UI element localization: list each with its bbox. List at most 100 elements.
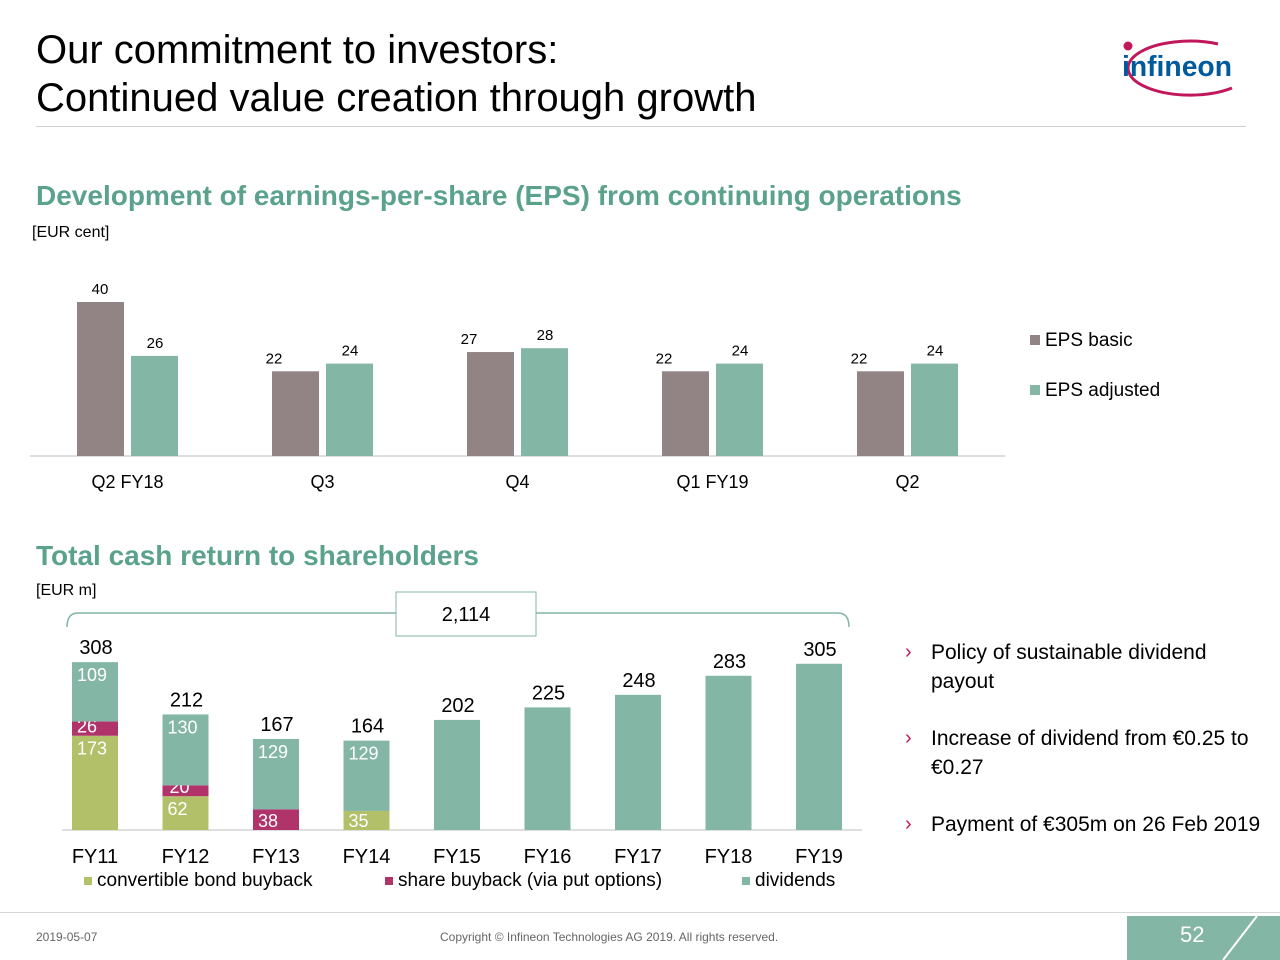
cash-category-label: FY17 xyxy=(614,846,662,868)
dividends-segment xyxy=(705,675,752,830)
eps-category-label: Q2 xyxy=(895,472,919,492)
title-divider xyxy=(36,126,1246,127)
bullet-list: › Policy of sustainable dividend payout ›… xyxy=(905,638,1265,867)
chevron-icon: › xyxy=(905,641,912,663)
cash-category-label: FY16 xyxy=(524,846,572,868)
convertible-segment xyxy=(162,796,209,830)
total-value-label: 305 xyxy=(803,639,836,661)
eps-adjusted-bar xyxy=(521,348,568,456)
legend-label: share buyback (via put options) xyxy=(398,870,662,891)
eps-adjusted-bar xyxy=(716,363,763,456)
segment-value-label: 26 xyxy=(77,717,97,737)
title-line-2: Continued value creation through growth xyxy=(36,76,757,120)
cash-category-label: FY14 xyxy=(343,846,391,868)
chevron-icon: › xyxy=(905,813,912,835)
legend-label: convertible bond buyback xyxy=(97,870,313,891)
cash-category-label: FY19 xyxy=(795,846,843,868)
eps-basic-bar xyxy=(77,302,124,456)
cash-category-label: FY12 xyxy=(162,846,210,868)
dividends-segment xyxy=(434,719,480,830)
footer-divider xyxy=(0,912,1280,913)
footer-copyright: Copyright © Infineon Technologies AG 201… xyxy=(440,930,779,944)
cash-category-label: FY15 xyxy=(433,846,481,868)
share-buyback-segment xyxy=(253,809,299,830)
bullet-text: Payment of €305m on 26 Feb 2019 xyxy=(931,813,1261,836)
share-buyback-segment xyxy=(72,721,118,736)
dividends-segment xyxy=(162,714,209,786)
eps-basic-bar xyxy=(857,371,904,456)
legend-label: EPS basic xyxy=(1045,330,1133,351)
eps-adjusted-bar xyxy=(326,363,373,456)
legend-swatch xyxy=(1030,335,1040,345)
dividends-segment xyxy=(253,738,299,810)
eps-adjusted-bar xyxy=(131,355,178,456)
page-number: 52 xyxy=(1180,922,1205,947)
eps-basic-bar xyxy=(272,371,319,456)
eps-basic-bar xyxy=(662,371,709,456)
dividends-segment xyxy=(343,740,390,811)
cash-category-label: FY13 xyxy=(252,846,300,868)
bullet-item: › Increase of dividend from €0.25 to €0.2… xyxy=(905,724,1265,782)
dividends-segment xyxy=(524,707,571,830)
convertible-segment xyxy=(343,810,390,830)
eps-adjusted-bar xyxy=(911,363,958,456)
total-value-label: 248 xyxy=(622,670,655,692)
eps-data-label: 24 xyxy=(732,343,749,360)
cash-category-label: FY11 xyxy=(72,846,118,868)
total-value-label: 202 xyxy=(441,695,474,717)
eps-data-label: 24 xyxy=(927,343,944,360)
total-value-label: 308 xyxy=(79,637,112,659)
cash-unit: [EUR m] xyxy=(36,582,97,599)
eps-data-label: 40 xyxy=(92,281,109,298)
legend-swatch xyxy=(385,877,393,885)
total-value-label: 283 xyxy=(713,651,746,673)
eps-data-label: 27 xyxy=(461,331,478,348)
eps-category-label: Q4 xyxy=(505,472,529,492)
total-value-label: 164 xyxy=(351,716,384,738)
total-value-label: 167 xyxy=(260,714,293,736)
footer: 2019-05-07 Copyright © Infineon Technolo… xyxy=(0,912,1280,960)
segment-value-label: 109 xyxy=(77,665,107,685)
eps-category-label: Q2 FY18 xyxy=(91,472,163,492)
bullet-text: Increase of dividend from €0.25 to €0.27 xyxy=(931,727,1249,779)
segment-value-label: 129 xyxy=(349,744,379,764)
eps-data-label: 24 xyxy=(342,343,359,360)
bullet-item: › Payment of €305m on 26 Feb 2019 xyxy=(905,810,1265,839)
eps-unit: [EUR cent] xyxy=(32,224,110,241)
eps-data-label: 22 xyxy=(266,350,283,367)
total-box xyxy=(395,591,537,637)
dividends-segment xyxy=(796,663,842,830)
cash-category-label: FY18 xyxy=(705,846,753,868)
eps-category-label: Q1 FY19 xyxy=(676,472,748,492)
bullet-item: › Policy of sustainable dividend payout xyxy=(905,638,1265,696)
legend-swatch xyxy=(1030,385,1040,395)
segment-value-label: 173 xyxy=(77,739,107,759)
logo-text: infineon xyxy=(1122,51,1232,83)
segment-value-label: 38 xyxy=(258,811,278,831)
total-label: 2,114 xyxy=(442,604,491,626)
legend-swatch xyxy=(742,877,750,885)
eps-heading: Development of earnings-per-share (EPS) … xyxy=(36,180,962,211)
total-value-label: 212 xyxy=(170,689,203,711)
bullet-text: Policy of sustainable dividend payout xyxy=(931,641,1207,693)
segment-value-label: 130 xyxy=(168,717,198,737)
eps-data-label: 26 xyxy=(147,335,164,352)
chevron-icon: › xyxy=(905,727,912,749)
dividends-segment xyxy=(72,662,118,722)
title-line-1: Our commitment to investors: xyxy=(36,28,559,72)
legend-swatch xyxy=(84,877,92,885)
dividends-segment xyxy=(615,694,661,830)
page-title: Our commitment to investors: Continued v… xyxy=(36,26,756,122)
segment-value-label: 62 xyxy=(168,799,188,819)
eps-data-label: 22 xyxy=(656,350,673,367)
infineon-logo: infineon xyxy=(1122,39,1233,97)
legend-label: dividends xyxy=(755,870,835,891)
eps-chart: 40 26 Q2 FY18 22 24 Q3 27 28 Q4 22 24 Q1 FY19 22 24 Q2… xyxy=(30,281,1160,492)
eps-basic-bar xyxy=(467,352,514,456)
footer-date: 2019-05-07 xyxy=(36,930,98,944)
total-value-label: 225 xyxy=(532,682,565,704)
share-buyback-segment xyxy=(162,785,209,797)
convertible-segment xyxy=(72,735,118,830)
cash-chart: 2,11417326109308FY116220130212FY12381291… xyxy=(62,591,862,891)
segment-value-label: 35 xyxy=(349,811,369,831)
